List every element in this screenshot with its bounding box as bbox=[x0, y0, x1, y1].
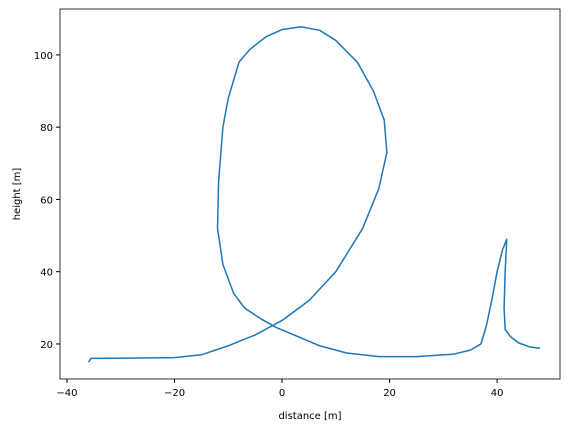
x-tick-label: −20 bbox=[164, 388, 185, 399]
line bbox=[87, 25, 541, 363]
y-tick-label: 100 bbox=[34, 51, 53, 62]
y-tick-label: 40 bbox=[40, 268, 53, 279]
x-tick-label: 20 bbox=[383, 388, 396, 399]
x-tick-label: −40 bbox=[56, 388, 77, 399]
x-tick-label: 40 bbox=[491, 388, 504, 399]
y-tick-label: 80 bbox=[40, 123, 53, 134]
y-axis-label: height [m] bbox=[12, 168, 23, 221]
y-tick-label: 20 bbox=[40, 340, 53, 351]
plot-frame bbox=[59, 8, 561, 380]
x-tick-label: 0 bbox=[279, 388, 285, 399]
y-tick-label: 60 bbox=[40, 195, 53, 206]
x-axis-label: distance [m] bbox=[278, 411, 341, 422]
